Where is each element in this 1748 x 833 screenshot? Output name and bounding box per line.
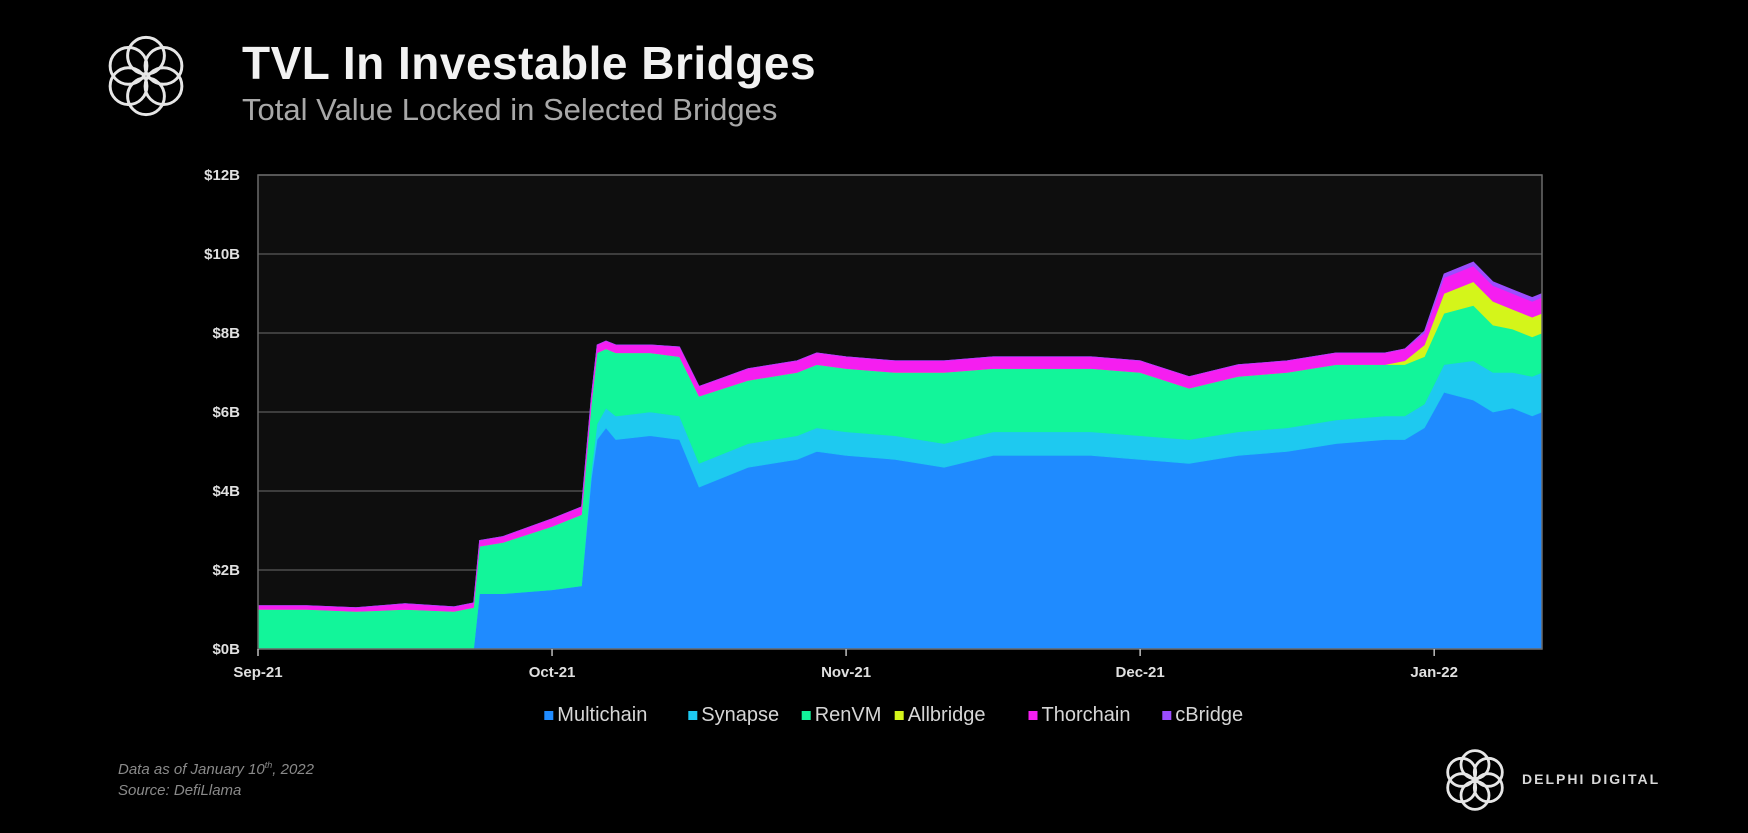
legend-swatch-allbridge — [894, 711, 904, 720]
y-axis-ticks: $0B $2B $4B $6B $8B $10B $12B — [204, 167, 240, 658]
y-tick-label: $4B — [212, 483, 240, 500]
x-tick-label: Sep-21 — [233, 664, 282, 681]
legend: Multichain Synapse RenVM Allbridge Thorchain… — [544, 704, 1243, 726]
brand-name: DELPHI DIGITAL — [1522, 771, 1661, 787]
footnote: Data as of January 10th, 2022 Source: De… — [118, 755, 314, 801]
legend-swatch-renvm — [801, 711, 811, 720]
delphi-flower-logo-icon — [108, 35, 184, 117]
y-tick-label: $2B — [212, 562, 240, 579]
delphi-flower-logo-icon — [1446, 749, 1504, 811]
x-tick-label: Oct-21 — [529, 664, 576, 681]
legend-label-cbridge: cBridge — [1175, 704, 1243, 726]
x-tick-label: Dec-21 — [1116, 664, 1165, 681]
x-tick-label: Jan-22 — [1410, 664, 1458, 681]
legend-swatch-multichain — [544, 711, 554, 720]
y-tick-label: $12B — [204, 167, 240, 184]
data-date-note: Data as of January 10th, 2022 — [118, 760, 314, 778]
page-subtitle: Total Value Locked in Selected Bridges — [242, 92, 778, 127]
legend-label-allbridge: Allbridge — [908, 704, 986, 726]
legend-label-renvm: RenVM — [815, 704, 882, 726]
legend-label-synapse: Synapse — [701, 704, 779, 726]
legend-swatch-cbridge — [1162, 711, 1172, 720]
y-tick-label: $10B — [204, 246, 240, 263]
legend-label-thorchain: Thorchain — [1042, 704, 1131, 726]
x-tick-label: Nov-21 — [821, 664, 871, 681]
page-title: TVL In Investable Bridges — [242, 37, 817, 89]
legend-swatch-thorchain — [1028, 711, 1038, 720]
source-note: Source: DefiLlama — [118, 782, 242, 799]
plot-frame — [257, 174, 1543, 650]
y-tick-label: $6B — [212, 404, 240, 421]
legend-swatch-synapse — [688, 711, 698, 720]
y-tick-label: $8B — [212, 325, 240, 342]
y-tick-label: $0B — [212, 641, 240, 658]
legend-label-multichain: Multichain — [557, 704, 647, 726]
x-axis-ticks: Sep-21 Oct-21 Nov-21 Dec-21 Jan-22 — [233, 649, 1458, 681]
